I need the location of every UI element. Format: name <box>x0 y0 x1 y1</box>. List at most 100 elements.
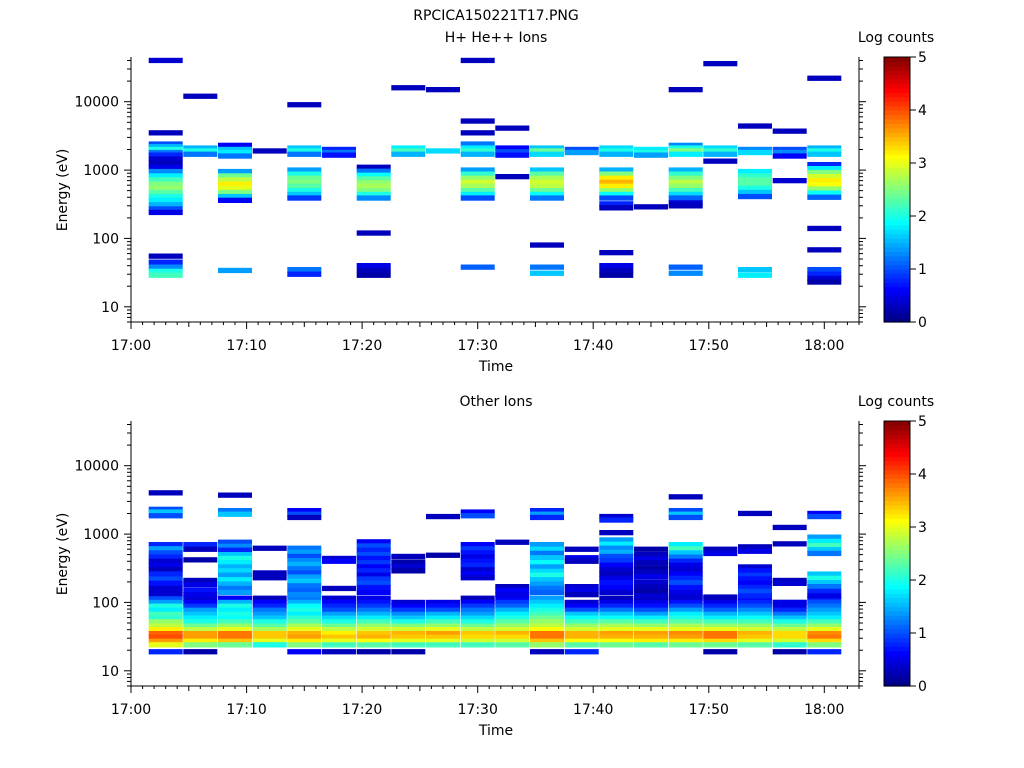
heatmap-cell <box>148 567 183 573</box>
heatmap-cell <box>807 275 842 282</box>
heatmap-cell <box>287 195 322 201</box>
heatmap-cell <box>634 627 668 633</box>
heatmap-cell <box>148 160 183 167</box>
heatmap-cell <box>634 599 668 606</box>
heatmap-cell <box>287 167 322 173</box>
heatmap-cell <box>252 575 287 581</box>
heatmap-cell <box>668 554 703 560</box>
heatmap-cell <box>668 195 703 201</box>
heatmap-cell <box>460 141 495 147</box>
heatmap-cell <box>807 513 842 520</box>
panel-hplus-heplus: H+ He++ Ions Log counts 17:00 17:10 17:20 1… <box>55 30 934 375</box>
heatmap-cell <box>356 611 391 617</box>
colorbar-step <box>884 149 910 155</box>
heatmap-cell <box>668 562 703 568</box>
heatmap-cell <box>287 188 322 194</box>
heatmap-cell <box>564 592 599 598</box>
heatmap-cell <box>218 149 252 156</box>
heatmap-cell <box>460 264 495 270</box>
colorbar-step <box>884 429 910 435</box>
heatmap-cell <box>703 638 738 644</box>
heatmap-cell <box>530 568 564 574</box>
heatmap-cell <box>599 195 634 201</box>
heatmap-cell <box>495 627 530 633</box>
colorbar: 0 1 2 3 4 5 <box>883 414 927 695</box>
heatmap-cell <box>183 546 218 552</box>
colorbar-step <box>884 229 910 235</box>
panel-title: H+ He++ Ions <box>445 30 548 46</box>
colorbar-step <box>884 606 910 612</box>
heatmap-cell <box>287 102 322 108</box>
heatmap-cell <box>391 611 426 617</box>
heatmap-cell <box>287 587 322 594</box>
heatmap-cell <box>391 623 426 629</box>
heatmap-cell <box>287 175 322 181</box>
heatmap-cell <box>599 611 634 617</box>
heatmap-cell <box>807 615 842 621</box>
heatmap-cell <box>668 183 703 189</box>
heatmap-cell <box>218 634 252 640</box>
heatmap-cell <box>356 191 391 198</box>
heatmap-cell <box>599 607 634 613</box>
heatmap-cell <box>426 642 460 648</box>
heatmap-cell <box>738 173 772 179</box>
heatmap-cell <box>703 546 738 552</box>
heatmap-cell <box>668 511 703 517</box>
heatmap-cell <box>807 166 842 172</box>
x-tick-label: 17:00 <box>111 338 151 354</box>
heatmap-cell <box>356 172 391 178</box>
heatmap-cell <box>495 607 530 613</box>
colorbar-step <box>884 198 910 204</box>
heatmap-cell <box>460 623 495 629</box>
heatmap-cell <box>564 546 599 552</box>
heatmap-cell <box>807 631 842 637</box>
colorbar-step <box>884 207 910 213</box>
colorbar-step <box>884 220 910 226</box>
colorbar-step <box>884 163 910 169</box>
heatmap-cell <box>599 201 634 207</box>
heatmap-cell <box>599 151 634 157</box>
colorbar-step <box>884 282 910 288</box>
heatmap-cell <box>460 554 495 560</box>
heatmap-cell <box>807 247 842 253</box>
heatmap-cell <box>148 264 183 270</box>
heatmap-cell <box>668 270 703 276</box>
heatmap-cell <box>564 558 599 564</box>
heatmap-cell <box>218 177 252 183</box>
heatmap-cell <box>356 589 391 596</box>
heatmap-cell <box>426 552 460 558</box>
heatmap-cell <box>460 562 495 568</box>
heatmap-cell <box>599 615 634 621</box>
heatmap-cell <box>530 508 564 514</box>
heatmap-cell <box>772 634 807 640</box>
heatmap-cell <box>287 631 322 637</box>
colorbar-step <box>884 650 910 656</box>
heatmap-cell <box>634 607 668 613</box>
heatmap-cell <box>322 631 356 637</box>
heatmap-cell <box>599 631 634 637</box>
heatmap-cell <box>218 153 252 159</box>
x-tick-label: 17:20 <box>342 702 382 718</box>
heatmap-cell <box>322 627 356 633</box>
heatmap-cell <box>148 542 183 548</box>
colorbar-step <box>884 478 910 484</box>
heatmap-cell <box>252 634 287 640</box>
y-tick-label: 10000 <box>74 95 119 111</box>
heatmap-cell <box>495 125 530 131</box>
heatmap-cell <box>252 545 287 551</box>
heatmap-cell <box>287 599 322 606</box>
colorbar-step <box>884 668 910 674</box>
colorbar-step <box>884 527 910 533</box>
heatmap-cell <box>356 263 391 269</box>
heatmap-cell <box>148 146 183 153</box>
heatmap-cell <box>356 642 391 648</box>
heatmap-cell <box>148 189 183 196</box>
heatmap-cell <box>252 611 287 617</box>
heatmap-cell <box>252 603 287 609</box>
heatmap-cell <box>148 642 183 648</box>
heatmap-cell <box>530 577 564 583</box>
heatmap-cell <box>772 149 807 156</box>
heatmap-cell <box>218 555 252 562</box>
heatmap-cell <box>668 191 703 198</box>
heatmap-cell <box>218 599 252 606</box>
